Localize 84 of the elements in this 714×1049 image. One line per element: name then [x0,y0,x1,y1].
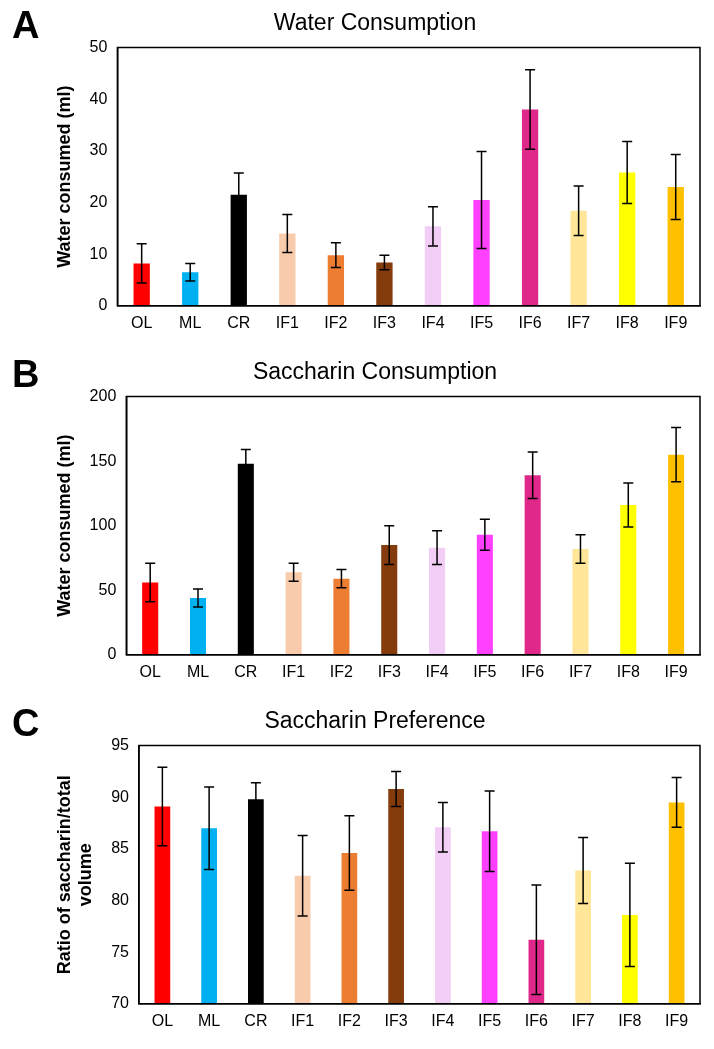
x-tick-label: IF4 [421,313,445,331]
x-tick-label: IF4 [425,662,449,680]
x-tick-label: IF2 [324,313,348,331]
x-tick-label: IF1 [291,1011,315,1029]
y-tick-label: 200 [89,387,117,405]
x-tick-label: IF8 [615,313,639,331]
y-tick-label: 85 [111,839,130,857]
y-axis-title: Water consumed (ml) [53,85,74,268]
bar [285,572,302,655]
x-tick-label: CR [234,662,258,680]
x-tick-label: IF2 [329,662,354,680]
x-tick-label: ML [186,662,210,680]
bar [424,226,442,306]
x-tick-label: IF7 [568,662,593,680]
y-tick-label: 40 [89,89,108,107]
y-tick-label: 90 [111,787,130,805]
x-tick-label: OL [131,313,153,331]
x-tick-label: IF5 [469,313,494,331]
bar [668,454,685,655]
y-tick-label: 30 [89,141,108,159]
x-tick-label: IF7 [571,1011,595,1029]
chart-title: Saccharin Consumption [252,358,498,385]
bar [133,263,150,306]
x-tick-label: ML [179,313,202,331]
x-tick-label: IF3 [372,313,397,331]
chart-title: Saccharin Preference [264,707,486,734]
x-tick-label: CR [227,313,251,331]
bar [619,172,636,306]
bar [572,548,589,655]
x-tick-label: IF9 [664,662,688,680]
bar [570,210,587,306]
bar [381,545,398,655]
x-tick-label: IF6 [521,662,545,680]
x-tick-label: IF3 [377,662,401,680]
text: B [12,353,40,395]
y-tick-label: 50 [98,580,117,598]
x-tick-label: OL [139,662,161,680]
x-tick-label: ML [198,1011,221,1029]
x-tick-label: IF8 [618,1011,642,1029]
x-tick-label: IF3 [384,1011,408,1029]
x-tick-label: IF6 [518,313,542,331]
x-tick-label: IF2 [337,1011,362,1029]
x-tick-label: OL [151,1011,174,1029]
y-tick-label: 95 [111,736,130,754]
y-tick-label: 50 [89,38,108,56]
y-tick-label: 20 [89,192,108,210]
x-tick-label: IF8 [616,662,640,680]
bar [476,534,493,655]
y-tick-label: 100 [89,516,117,534]
text: C [12,702,40,744]
bar [524,475,541,655]
y-axis-title: Water consumed (ml) [53,434,74,617]
bar [182,272,199,306]
x-tick-label: IF7 [567,313,591,331]
y-tick-label: 0 [107,645,117,663]
y-tick-label: 70 [111,994,130,1012]
bar [279,233,296,306]
y-tick-label: 80 [111,890,130,908]
bar [429,547,446,655]
bar [521,109,539,306]
chart-title: Water Consumption [273,9,477,36]
x-tick-label: IF9 [665,1011,689,1029]
y-tick-label: 10 [89,244,108,262]
x-tick-label: IF5 [473,662,497,680]
bar [620,505,637,655]
bar [142,582,159,655]
y-axis-title: Ratio of saccharin/total volume [53,775,96,975]
x-tick-label: IF4 [431,1011,455,1029]
x-tick-label: IF6 [524,1011,549,1029]
x-tick-label: CR [244,1011,268,1029]
y-tick-label: 75 [111,942,130,960]
bar [189,598,207,655]
bar [667,187,684,306]
y-tick-label: 150 [89,451,117,469]
x-tick-label: IF9 [664,313,688,331]
bar [333,578,350,655]
bar [473,199,490,306]
x-tick-label: IF1 [275,313,299,331]
bar [327,255,345,306]
y-tick-label: 0 [98,296,108,314]
x-tick-label: IF5 [478,1011,502,1029]
text: A [12,4,40,46]
bar [376,262,393,306]
x-tick-label: IF1 [282,662,306,680]
